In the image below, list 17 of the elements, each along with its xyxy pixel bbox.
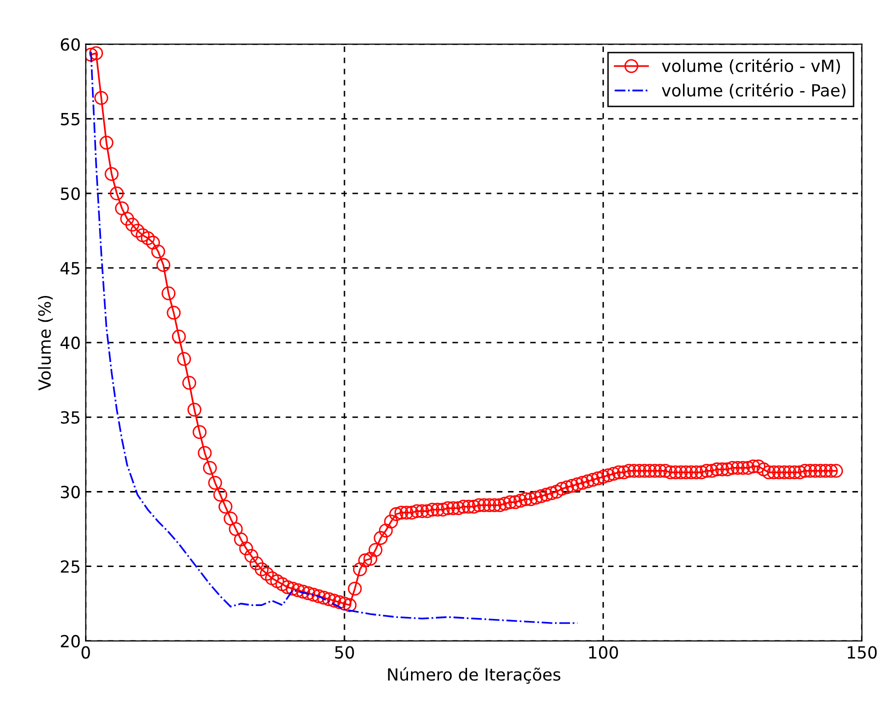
y-tick-label: 20	[60, 634, 80, 648]
x-tick-label: 100	[589, 646, 618, 659]
y-tick-label: 45	[60, 262, 80, 275]
y-tick-label: 55	[60, 112, 80, 126]
x-tick-label: 50	[335, 646, 354, 659]
y-tick-label: 60	[60, 38, 80, 51]
legend-label: volume (critério - Pae)	[662, 83, 846, 99]
legend-label: volume (critério - vM)	[662, 58, 840, 74]
y-tick-label: 40	[60, 336, 80, 350]
x-tick-label: 150	[848, 646, 877, 659]
y-tick-label: 50	[60, 187, 80, 200]
y-tick-label: 30	[60, 486, 80, 498]
y-axis-title: Volume (%)	[38, 296, 53, 391]
x-axis-title: Número de Iterações	[388, 667, 560, 684]
y-tick-label: 35	[60, 411, 80, 424]
y-tick-label: 25	[60, 560, 80, 573]
x-tick-label: 0	[82, 646, 90, 659]
